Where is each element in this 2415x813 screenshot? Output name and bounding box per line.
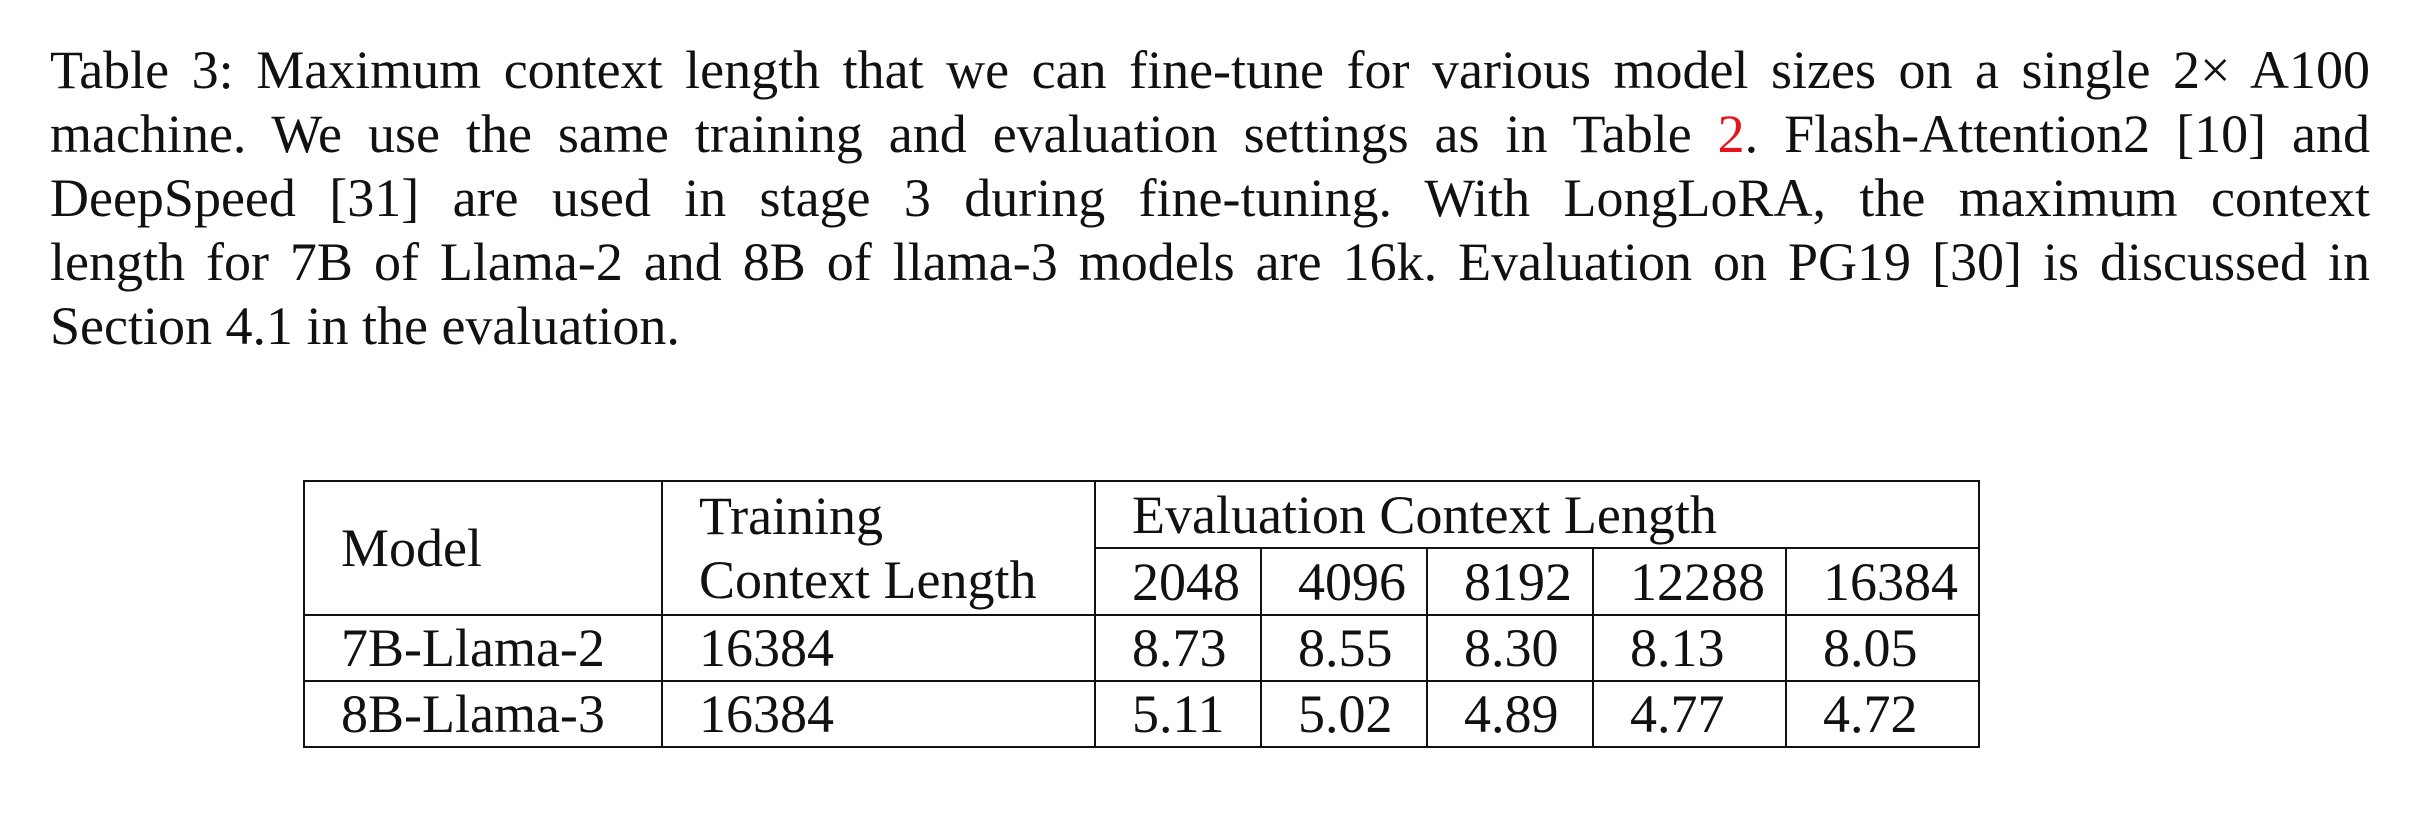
caption-line-2-text-b: . Flash-Attention2 [10] and — [1744, 104, 2370, 164]
caption-line-4: length for 7B of Llama-2 and 8B of llama… — [50, 232, 2370, 292]
cell-training: 16384 — [661, 680, 1096, 748]
cell-value-best: 8.05 — [1785, 614, 1980, 682]
table-row: 7B-Llama-2 16384 8.73 8.55 8.30 8.13 8.0… — [303, 614, 1980, 682]
cell-value: 8.73 — [1094, 614, 1262, 682]
cell-model: 8B-Llama-3 — [303, 680, 663, 748]
header-training-context-length: Training Context Length — [661, 480, 1096, 616]
header-eval-length: 2048 — [1094, 547, 1262, 616]
header-training-line-1: Training — [699, 486, 884, 546]
header-model: Model — [303, 480, 663, 616]
cell-value: 4.89 — [1426, 680, 1594, 748]
results-table: Model Training Context Length Evaluation… — [303, 480, 1980, 748]
cell-value: 8.55 — [1260, 614, 1428, 682]
header-eval-length: 4096 — [1260, 547, 1428, 616]
caption-line-5: Section 4.1 in the evaluation. — [50, 296, 680, 356]
cell-value: 5.11 — [1094, 680, 1262, 748]
cell-value: 8.13 — [1592, 614, 1787, 682]
table-reference-link[interactable]: 2 — [1717, 104, 1745, 164]
table-caption: Table 3: Maximum context length that we … — [50, 38, 2370, 358]
caption-line-1: Table 3: Maximum context length that we … — [50, 40, 2370, 100]
header-eval-length: 8192 — [1426, 547, 1594, 616]
header-eval-length: 12288 — [1592, 547, 1787, 616]
caption-line-2-text-a: machine. We use the same training and ev… — [50, 104, 1718, 164]
header-evaluation-context-length: Evaluation Context Length — [1094, 480, 1980, 549]
cell-value: 5.02 — [1260, 680, 1428, 748]
header-row-1: Model Training Context Length Evaluation… — [303, 480, 1980, 616]
caption-line-3: DeepSpeed [31] are used in stage 3 durin… — [50, 168, 2370, 228]
table-row: 8B-Llama-3 16384 5.11 5.02 4.89 4.77 4.7… — [303, 680, 1980, 748]
cell-model: 7B-Llama-2 — [303, 614, 663, 682]
cell-value-best: 4.72 — [1785, 680, 1980, 748]
header-training-line-2: Context Length — [699, 550, 1037, 610]
header-row-2: 2048 4096 8192 12288 16384 — [304, 547, 1980, 616]
cell-training: 16384 — [661, 614, 1096, 682]
cell-value: 4.77 — [1592, 680, 1787, 748]
header-eval-length: 16384 — [1785, 547, 1980, 616]
cell-value: 8.30 — [1426, 614, 1594, 682]
caption-line-2: machine. We use the same training and ev… — [50, 102, 2370, 166]
